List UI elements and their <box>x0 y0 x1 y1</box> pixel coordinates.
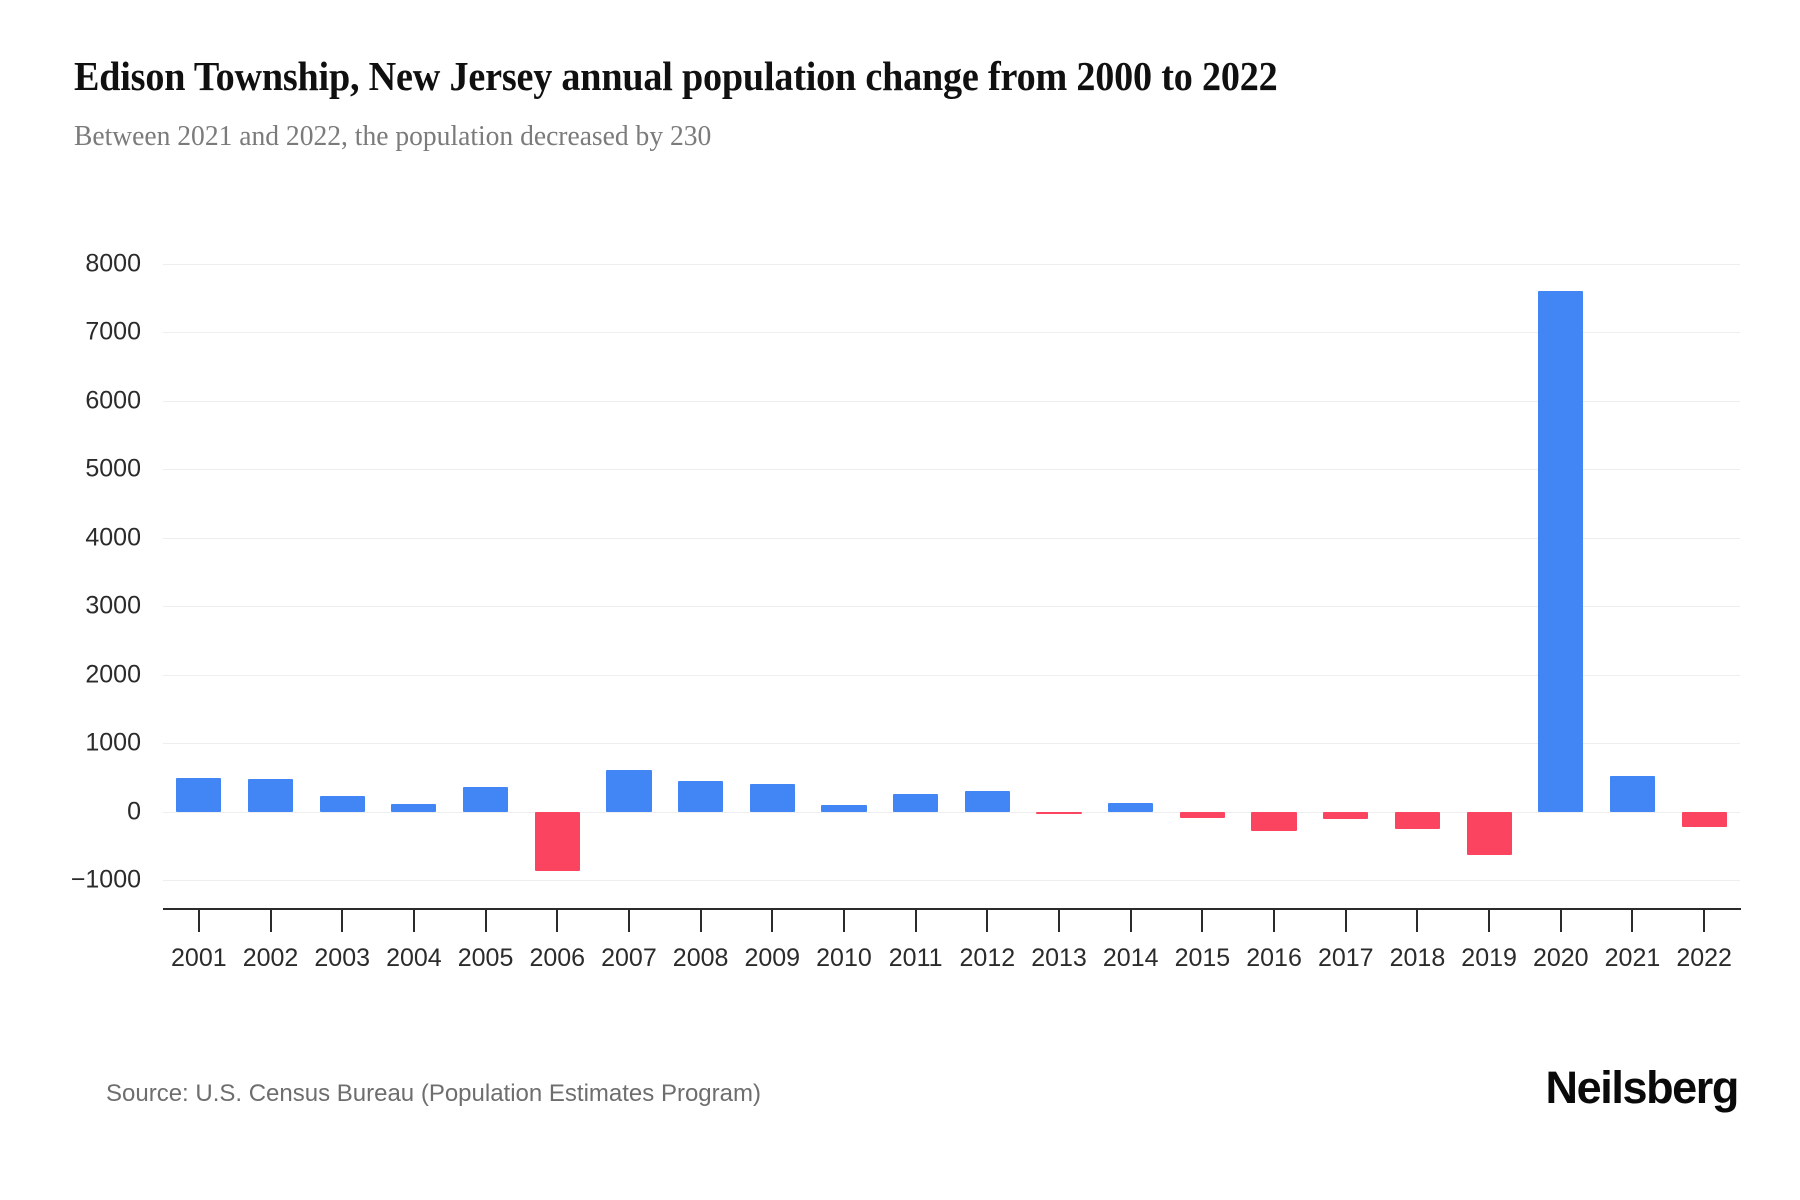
chart-plot-area <box>163 250 1740 910</box>
y-axis-tick-label: 2000 <box>85 660 141 689</box>
x-axis-tick <box>1129 910 1132 932</box>
x-axis-tick <box>914 910 917 932</box>
bar-2007[interactable] <box>606 769 652 812</box>
chart-subtitle: Between 2021 and 2022, the population de… <box>74 120 712 152</box>
x-axis-tick-label-2011: 2011 <box>888 944 943 972</box>
x-axis-tick <box>1631 910 1634 932</box>
x-axis-tick-label-2015: 2015 <box>1174 944 1231 972</box>
bar-2012[interactable] <box>964 791 1010 812</box>
y-gridline <box>163 811 1740 813</box>
x-axis-tick <box>269 910 272 932</box>
bar-2004[interactable] <box>391 804 437 812</box>
x-axis-tick-label-2018: 2018 <box>1389 944 1446 972</box>
bar-2017[interactable] <box>1323 811 1369 820</box>
y-axis-tick-label: 5000 <box>85 454 141 483</box>
bar-2003[interactable] <box>319 795 365 812</box>
x-axis-tick <box>986 910 989 932</box>
bar-2010[interactable] <box>821 804 867 812</box>
y-gridline <box>163 674 1740 676</box>
x-axis-tick <box>1559 910 1562 932</box>
x-axis-tick <box>556 910 559 932</box>
x-axis-tick-label-2012: 2012 <box>959 944 1016 972</box>
bar-2002[interactable] <box>247 779 294 812</box>
x-axis-tick-label-2007: 2007 <box>601 944 657 972</box>
y-axis-tick-label: 1000 <box>85 728 141 757</box>
x-axis-tick <box>699 910 702 932</box>
bar-2015[interactable] <box>1179 811 1225 819</box>
brand-logo: Neilsberg <box>1545 1062 1740 1113</box>
x-axis-tick-label-2019: 2019 <box>1461 944 1517 972</box>
bar-2014[interactable] <box>1108 803 1154 812</box>
x-axis-tick-label-2002: 2002 <box>242 944 299 972</box>
x-axis-tick <box>412 910 415 932</box>
x-axis-tick <box>341 910 344 932</box>
bar-2018[interactable] <box>1394 811 1440 829</box>
y-axis-tick-label: 7000 <box>85 317 141 346</box>
bar-2013[interactable] <box>1036 811 1082 814</box>
x-axis-tick <box>1273 910 1276 932</box>
x-axis-tick <box>1201 910 1204 932</box>
bar-2006[interactable] <box>534 811 580 872</box>
x-axis-tick <box>627 910 630 932</box>
x-axis-tick <box>1703 910 1706 932</box>
x-axis-tick-label-2020: 2020 <box>1532 944 1589 972</box>
y-gridline <box>163 332 1740 334</box>
x-axis-tick-label-2021: 2021 <box>1604 944 1661 972</box>
bar-2016[interactable] <box>1251 811 1297 831</box>
y-gridline <box>163 537 1740 539</box>
y-gridline <box>163 400 1740 402</box>
x-axis-tick-label-2010: 2010 <box>816 944 872 972</box>
y-axis-tick-label: 8000 <box>85 249 141 278</box>
bar-2005[interactable] <box>462 787 509 812</box>
x-axis-tick-label-2017: 2017 <box>1317 944 1374 972</box>
x-axis-tick-label-2008: 2008 <box>672 944 729 972</box>
page-title: Edison Township, New Jersey annual popul… <box>74 53 1278 99</box>
y-axis-tick-label: 4000 <box>85 523 141 552</box>
x-axis-tick <box>484 910 487 932</box>
bar-2021[interactable] <box>1609 775 1656 812</box>
x-axis-tick-label-2014: 2014 <box>1102 944 1159 972</box>
x-axis-tick <box>1488 910 1491 932</box>
x-axis-tick <box>1058 910 1061 932</box>
x-axis-tick-label-2001: 2001 <box>171 944 227 972</box>
x-axis-tick-label-2006: 2006 <box>529 944 586 972</box>
y-axis-tick-label: 6000 <box>85 386 141 415</box>
bar-2022[interactable] <box>1681 811 1727 828</box>
x-axis-tick-label-2003: 2003 <box>314 944 371 972</box>
bar-2009[interactable] <box>749 784 795 812</box>
source-note: Source: U.S. Census Bureau (Population E… <box>106 1080 761 1107</box>
x-axis-tick <box>197 910 200 932</box>
x-axis-tick-label-2004: 2004 <box>386 944 442 972</box>
y-gridline <box>163 264 1740 265</box>
y-gridline <box>163 469 1740 471</box>
x-axis-tick <box>1344 910 1347 932</box>
bar-2020[interactable] <box>1538 291 1584 812</box>
y-axis-tick-label: −1000 <box>70 865 141 894</box>
bar-2019[interactable] <box>1466 811 1512 855</box>
x-axis-tick-label-2013: 2013 <box>1031 944 1087 972</box>
x-axis-line <box>163 908 1741 910</box>
bar-2011[interactable] <box>893 793 939 812</box>
bar-2008[interactable] <box>678 780 724 812</box>
x-axis-tick-label-2022: 2022 <box>1676 944 1732 972</box>
y-axis-tick-label: 3000 <box>85 591 141 620</box>
y-gridline <box>163 880 1740 881</box>
x-axis-tick <box>842 910 845 932</box>
y-axis-tick-label: 0 <box>127 797 141 826</box>
x-axis-tick-label-2005: 2005 <box>457 944 514 972</box>
x-axis-tick-label-2016: 2016 <box>1246 944 1302 972</box>
y-gridline <box>163 743 1740 745</box>
x-axis-tick-label-2009: 2009 <box>744 944 801 972</box>
x-axis-tick <box>1416 910 1419 932</box>
y-gridline <box>163 606 1740 608</box>
bar-2001[interactable] <box>176 778 222 812</box>
x-axis-tick <box>771 910 774 932</box>
